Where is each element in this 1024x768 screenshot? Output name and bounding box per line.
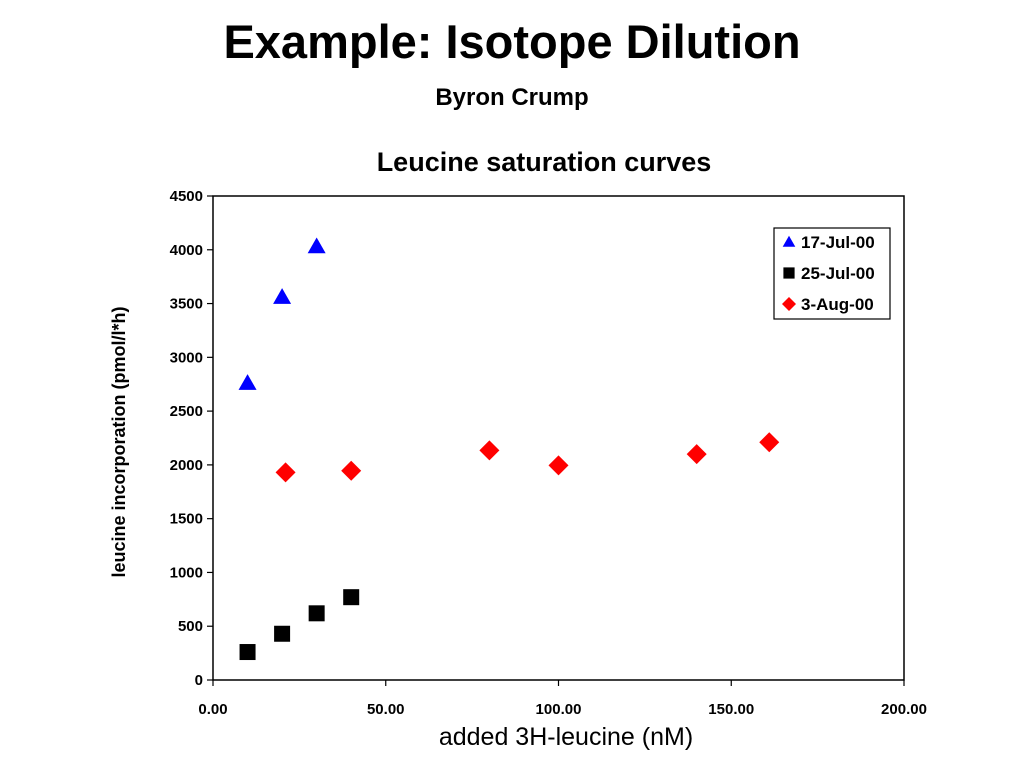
chart-title: Leucine saturation curves: [377, 147, 712, 177]
legend-label: 25-Jul-00: [801, 264, 875, 283]
y-tick-label: 500: [178, 618, 203, 635]
legend-label: 17-Jul-00: [801, 233, 875, 252]
y-axis: 0 500 1000 1500 2000 2500 3000 3500 4000 4500: [170, 188, 213, 689]
legend-label: 3-Aug-00: [801, 295, 874, 314]
x-axis-label: added 3H-leucine (nM): [439, 723, 693, 751]
y-tick-label: 4500: [170, 188, 203, 205]
x-axis: 0.00 50.00 100.00 150.00 200.00: [198, 680, 927, 718]
data-point-diamond: [341, 460, 362, 481]
data-point-triangle: [307, 237, 326, 254]
y-tick-label: 3500: [170, 296, 203, 313]
data-point-diamond: [548, 455, 569, 476]
data-point-diamond: [759, 432, 780, 453]
x-tick-label: 0.00: [198, 701, 227, 718]
x-tick-label: 100.00: [536, 701, 582, 718]
x-tick-label: 50.00: [367, 701, 405, 718]
slide-title: Example: Isotope Dilution: [223, 15, 801, 68]
data-point-diamond: [686, 444, 707, 465]
legend-marker-diamond: [782, 297, 796, 311]
slide-author: Byron Crump: [435, 84, 589, 111]
data-point-square: [274, 625, 291, 642]
y-tick-label: 1000: [170, 564, 203, 581]
y-tick-label: 3000: [170, 349, 203, 366]
data-point-triangle: [238, 374, 257, 390]
data-point-square: [239, 644, 256, 661]
data-point-square: [308, 605, 325, 622]
y-tick-label: 1500: [170, 511, 203, 528]
data-point-triangle: [273, 288, 292, 304]
legend-marker-triangle: [782, 235, 796, 247]
series-layer: [238, 237, 780, 661]
data-point-square: [343, 589, 360, 606]
y-axis-label: leucine incorporation (pmol/l*h): [109, 306, 129, 577]
x-tick-label: 200.00: [881, 701, 927, 718]
data-point-diamond: [479, 440, 500, 461]
data-point-diamond: [275, 462, 296, 483]
legend-marker-square: [783, 267, 795, 279]
y-tick-label: 2000: [170, 457, 203, 474]
legend: 17-Jul-00 25-Jul-00 3-Aug-00: [773, 227, 891, 320]
y-tick-label: 4000: [170, 242, 203, 259]
y-tick-label: 0: [195, 672, 203, 689]
x-tick-label: 150.00: [708, 701, 754, 718]
y-tick-label: 2500: [170, 403, 203, 420]
